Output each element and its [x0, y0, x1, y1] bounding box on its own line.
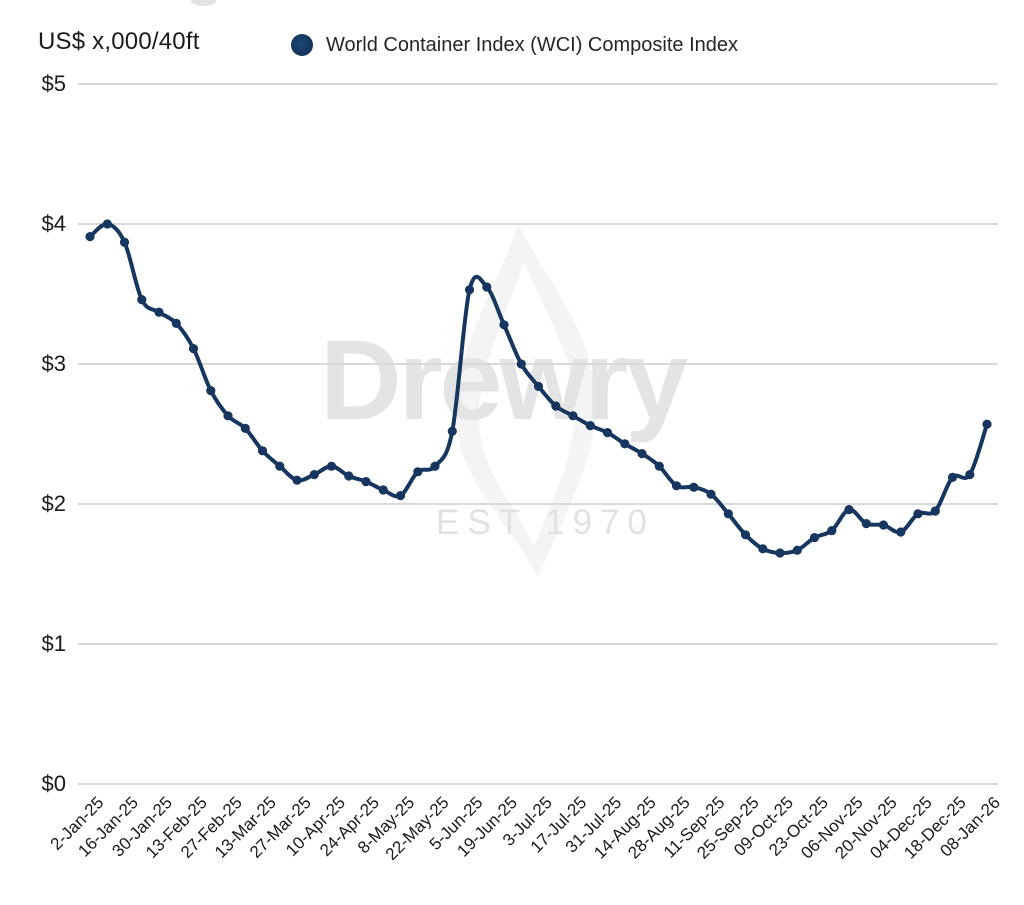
legend-marker-icon	[291, 34, 313, 56]
data-point-marker	[878, 520, 889, 530]
data-point-marker	[430, 461, 440, 471]
y-axis-tick-label: $3	[41, 351, 66, 376]
page-edge-fragment	[191, 0, 216, 6]
y-axis-tick-label: $2	[41, 491, 66, 516]
data-point-marker	[706, 489, 716, 499]
data-point-marker	[740, 530, 751, 540]
data-point-marker	[723, 509, 733, 519]
data-point-marker	[119, 237, 130, 247]
data-point-marker	[620, 439, 630, 449]
drewry-watermark: Drewry	[320, 317, 688, 443]
axis-unit-label: US$ x,000/40ft	[38, 28, 200, 55]
data-point-marker	[585, 421, 595, 431]
data-point-marker	[292, 475, 302, 485]
data-point-marker	[827, 526, 837, 536]
data-point-marker	[275, 461, 285, 471]
data-point-marker	[516, 359, 526, 369]
data-point-marker	[102, 219, 112, 229]
data-point-marker	[447, 426, 457, 436]
data-point-marker	[654, 461, 664, 471]
data-point-marker	[671, 481, 682, 491]
y-axis-tick-label: $0	[41, 771, 66, 796]
data-point-marker	[913, 509, 923, 519]
data-point-marker	[206, 386, 216, 396]
data-point-marker	[533, 381, 544, 391]
data-point-marker	[792, 545, 802, 555]
data-point-marker	[85, 232, 95, 242]
data-point-marker	[464, 285, 475, 295]
data-point-marker	[257, 446, 268, 456]
data-point-marker	[775, 548, 785, 558]
data-point-marker	[413, 467, 423, 477]
data-point-marker	[602, 428, 613, 438]
data-point-marker	[844, 505, 854, 515]
data-point-marker	[395, 491, 406, 501]
legend-label: World Container Index (WCI) Composite In…	[326, 33, 739, 56]
data-point-marker	[344, 471, 354, 481]
data-point-marker	[223, 411, 233, 421]
data-point-marker	[154, 307, 164, 317]
data-point-marker	[982, 419, 992, 429]
y-axis-tick-label: $1	[41, 631, 66, 656]
data-point-marker	[568, 411, 578, 421]
data-point-marker	[171, 318, 181, 328]
data-point-marker	[861, 519, 871, 529]
data-point-marker	[965, 470, 975, 480]
data-point-marker	[240, 423, 250, 433]
data-point-marker	[930, 506, 940, 516]
y-axis-tick-label: $5	[41, 71, 66, 96]
data-point-marker	[137, 295, 147, 305]
data-point-marker	[896, 527, 906, 537]
data-point-marker	[758, 544, 768, 554]
data-point-marker	[378, 485, 388, 495]
data-point-marker	[482, 282, 492, 292]
y-axis-tick-label: $4	[41, 211, 66, 236]
data-point-marker	[499, 320, 509, 330]
data-point-marker	[326, 461, 337, 471]
data-point-marker	[309, 470, 319, 480]
est-1970-watermark: EST 1970	[436, 503, 656, 542]
data-point-marker	[947, 472, 958, 482]
drewry-flame-icon	[455, 224, 597, 577]
data-point-marker	[809, 533, 820, 543]
data-point-marker	[637, 449, 647, 459]
data-point-marker	[551, 401, 561, 411]
data-point-marker	[689, 482, 699, 492]
data-point-marker	[188, 344, 199, 354]
data-point-marker	[361, 477, 371, 487]
legend: World Container Index (WCI) Composite In…	[291, 31, 738, 59]
